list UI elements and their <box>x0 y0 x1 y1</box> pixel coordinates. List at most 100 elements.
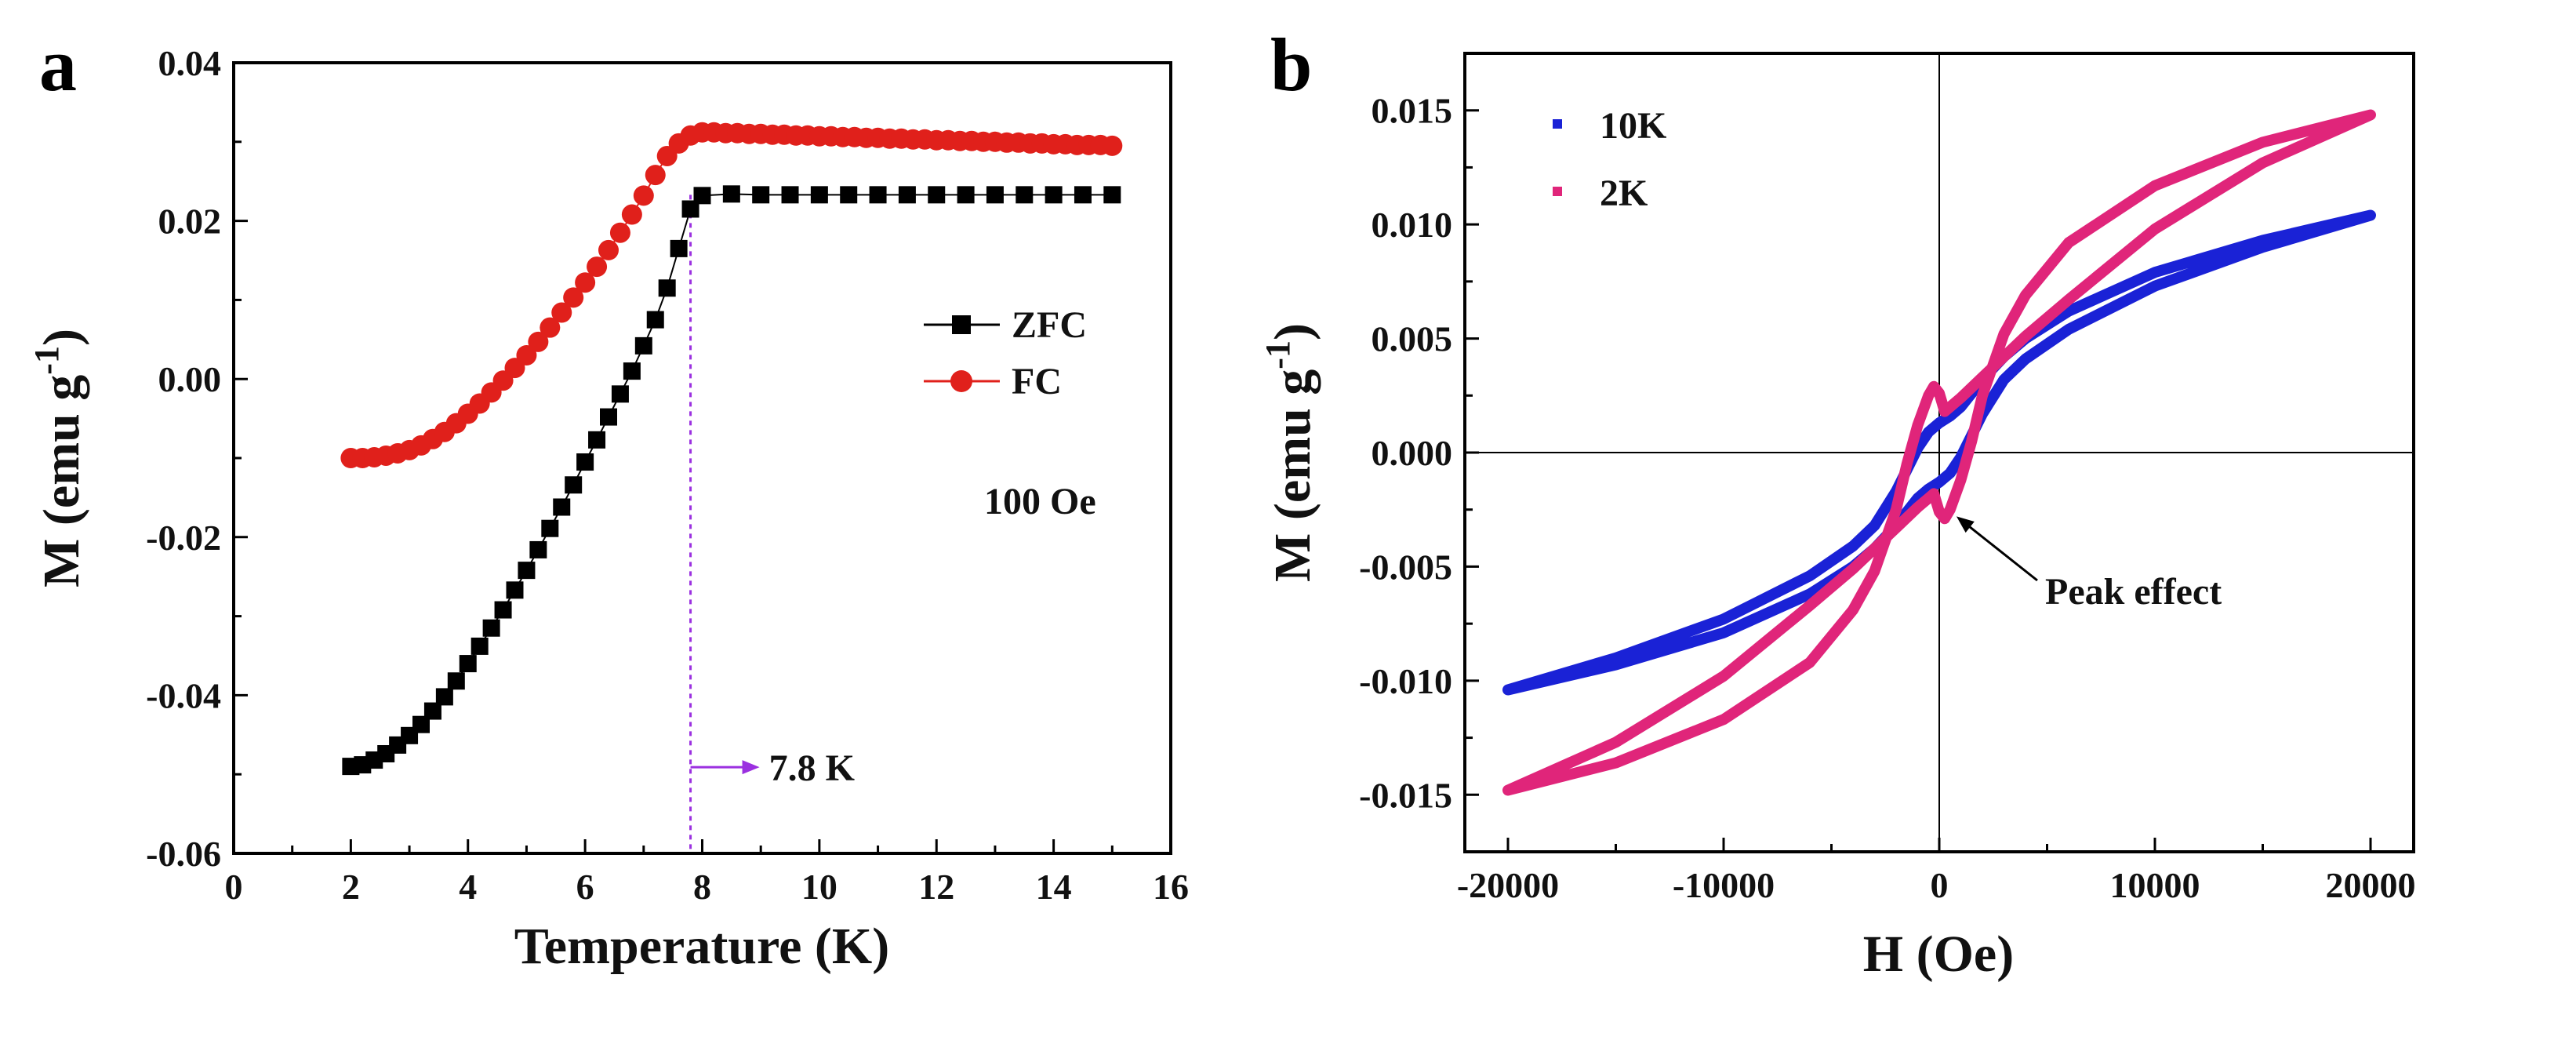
zfc-point <box>840 186 858 204</box>
panel-a-y-axis-title-superscript: -1 <box>27 346 66 375</box>
panel-a-x-tick-label: 8 <box>693 867 711 907</box>
panel-b-y-tick-label: 0.000 <box>1372 433 1453 473</box>
zfc-point <box>623 362 641 380</box>
panel-b-x-tick-label: 10000 <box>2110 865 2200 905</box>
zfc-point <box>494 601 512 619</box>
zfc-point <box>541 519 559 537</box>
2k-loop-line <box>1502 109 2376 796</box>
fc-point <box>563 287 584 308</box>
legend-fc-label: FC <box>1012 361 1062 402</box>
zfc-point <box>518 562 536 580</box>
zfc-point <box>681 200 699 218</box>
zfc-point <box>957 186 975 204</box>
panel-a-y-tick-label: 0.00 <box>158 359 222 399</box>
zfc-point <box>1103 186 1121 204</box>
fc-point <box>575 272 596 293</box>
zfc-point <box>646 311 664 329</box>
zfc-point <box>611 385 629 403</box>
panel-a-x-tick-labels: 0 2 4 6 8 10 12 14 16 <box>225 867 1190 907</box>
panel-b-y-axis-title: M (emu g-1) <box>1259 323 1321 582</box>
panel-b-y-axis-title-main: M (emu g <box>1264 369 1321 582</box>
zfc-point <box>869 186 887 204</box>
zfc-point <box>423 702 441 720</box>
zfc-point <box>553 498 571 516</box>
panel-a-x-tick-label: 14 <box>1036 867 1072 907</box>
panel-a-y-axis-title-main: M (emu g <box>33 375 90 587</box>
zfc-point <box>781 186 799 204</box>
zfc-point <box>506 581 524 599</box>
legend-zfc-marker <box>952 315 971 334</box>
zfc-point <box>1045 186 1063 204</box>
fc-point <box>633 185 654 206</box>
tc-arrowhead <box>742 760 760 775</box>
panel-a-legend: ZFC FC <box>924 304 1087 402</box>
fc-point <box>587 256 608 278</box>
field-label: 100 Oe <box>984 481 1096 522</box>
zfc-point <box>670 239 688 257</box>
panel-b-y-tick-label: 0.015 <box>1372 91 1453 131</box>
zfc-point <box>693 187 711 205</box>
zfc-point <box>471 637 489 655</box>
panel-b-y-tick-label: -0.010 <box>1359 661 1452 701</box>
zfc-point <box>752 186 770 204</box>
zfc-point <box>658 279 676 297</box>
panel-b-x-tick-label: 20000 <box>2326 865 2416 905</box>
fc-point <box>621 204 642 225</box>
panel-b-ticks <box>1465 109 2372 852</box>
panel-a-x-tick-label: 16 <box>1153 867 1189 907</box>
fc-point <box>1102 135 1123 156</box>
panel-a-y-axis-title-close: ) <box>33 329 90 346</box>
zfc-point <box>482 619 500 637</box>
panel-b-legend: 10K 2K <box>1553 105 1666 214</box>
panel-a-x-tick-label: 4 <box>459 867 477 907</box>
panel-a-x-tick-label: 2 <box>342 867 360 907</box>
panel-b-y-axis-title-superscript: -1 <box>1259 340 1297 369</box>
fc-point <box>551 302 572 323</box>
panel-b-y-tick-label: -0.005 <box>1359 547 1452 587</box>
panel-b-y-tick-label: 0.005 <box>1372 319 1453 359</box>
panel-a-x-axis-title: Temperature (K) <box>514 918 889 975</box>
fc-series <box>340 122 1123 468</box>
panel-a-y-tick-label: 0.04 <box>158 43 222 83</box>
fc-point <box>609 222 630 243</box>
panel-a-x-tick-label: 6 <box>576 867 594 907</box>
fc-point <box>516 344 537 366</box>
fc-point <box>645 165 666 186</box>
legend-2k-label: 2K <box>1600 173 1648 214</box>
tc-label: 7.8 K <box>769 747 855 789</box>
zfc-point <box>986 186 1004 204</box>
zfc-point <box>1016 186 1034 204</box>
zfc-point <box>810 186 828 204</box>
panel-a-x-tick-label: 12 <box>918 867 954 907</box>
zfc-point <box>928 186 946 204</box>
panel-a-y-tick-label: -0.02 <box>146 518 221 558</box>
zfc-point <box>565 476 583 494</box>
zfc-point <box>435 688 453 706</box>
legend-zfc-label: ZFC <box>1012 304 1087 346</box>
panel-b-x-axis-title: H (Oe) <box>1863 926 2014 983</box>
peak-effect-arrowhead <box>1956 516 1975 533</box>
panel-b-chart: b -20000 -10000 0 10000 20000 -0.015-0.010-0… <box>1259 23 2416 983</box>
zfc-point <box>529 540 547 558</box>
fc-point <box>528 331 549 352</box>
panel-b-x-tick-label: 0 <box>1931 865 1949 905</box>
panel-b-y-tick-labels: -0.015 -0.010 -0.005 0.000 0.005 0.010 0.015 <box>1359 91 1452 816</box>
peak-effect-label: Peak effect <box>2045 571 2222 613</box>
fc-point <box>598 239 619 260</box>
zfc-point <box>1074 186 1092 204</box>
zfc-point <box>600 408 617 426</box>
panel-b-label: b <box>1270 23 1312 107</box>
legend-10k-label: 10K <box>1600 105 1666 147</box>
panel-a-x-tick-label: 10 <box>801 867 837 907</box>
panel-a-ticks <box>232 61 1172 855</box>
zfc-point <box>588 431 606 449</box>
peak-effect-arrow <box>1967 524 2038 582</box>
zfc-point <box>576 453 594 471</box>
panel-b-y-axis-title-close: ) <box>1264 323 1321 340</box>
panel-a-y-tick-label: 0.02 <box>158 202 222 242</box>
legend-2k-marker <box>1553 187 1562 196</box>
panel-b-y-tick-label: -0.015 <box>1359 775 1452 815</box>
panel-a-chart: a 0 2 4 6 8 10 12 14 16 -0.06 -0.04 -0.02 0.00 0.02 0… <box>27 23 1189 975</box>
panel-a-y-axis-title: M (emu g-1) <box>27 329 90 587</box>
